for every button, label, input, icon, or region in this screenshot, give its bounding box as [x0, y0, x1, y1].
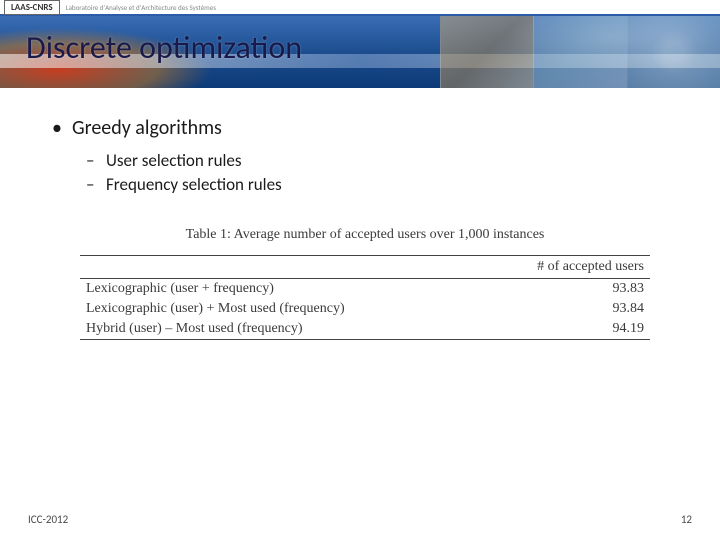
bullet-level2-item: Frequency selection rules [84, 174, 680, 195]
footer-conference: ICC-2012 [28, 513, 68, 526]
bullet-level1: Greedy algorithms [50, 116, 680, 140]
bullet-level2-item: User selection rules [84, 150, 680, 171]
table-header-blank [80, 256, 476, 279]
lab-logo: LAAS-CNRS [4, 0, 60, 15]
header-photo-3 [627, 16, 720, 88]
table-row: Lexicographic (user + frequency) 93.83 [80, 279, 650, 300]
table-cell-value: 93.83 [476, 279, 650, 300]
logo-strip: LAAS-CNRS Laboratoire d'Analyse et d'Arc… [0, 0, 720, 16]
lab-logo-subtitle: Laboratoire d'Analyse et d'Architecture … [66, 3, 216, 12]
table-cell-value: 94.19 [476, 319, 650, 340]
results-table: # of accepted users Lexicographic (user … [80, 255, 650, 340]
header-photo-strip [440, 16, 720, 88]
table-row: Lexicographic (user) + Most used (freque… [80, 299, 650, 319]
slide-title: Discrete optimization [26, 28, 302, 67]
footer-page-number: 12 [681, 513, 692, 526]
header-photo-2 [533, 16, 626, 88]
slide-content: Greedy algorithms User selection rules F… [0, 88, 720, 340]
results-table-area: Table 1: Average number of accepted user… [80, 227, 650, 340]
table-row: Hybrid (user) – Most used (frequency) 94… [80, 319, 650, 340]
table-caption: Table 1: Average number of accepted user… [80, 227, 650, 243]
table-header-row: # of accepted users [80, 256, 650, 279]
header-photo-1 [440, 16, 533, 88]
table-cell-value: 93.84 [476, 299, 650, 319]
table-cell-label: Hybrid (user) – Most used (frequency) [80, 319, 476, 340]
table-cell-label: Lexicographic (user) + Most used (freque… [80, 299, 476, 319]
slide-header: LAAS-CNRS Laboratoire d'Analyse et d'Arc… [0, 0, 720, 88]
table-header-col: # of accepted users [476, 256, 650, 279]
table-cell-label: Lexicographic (user + frequency) [80, 279, 476, 300]
